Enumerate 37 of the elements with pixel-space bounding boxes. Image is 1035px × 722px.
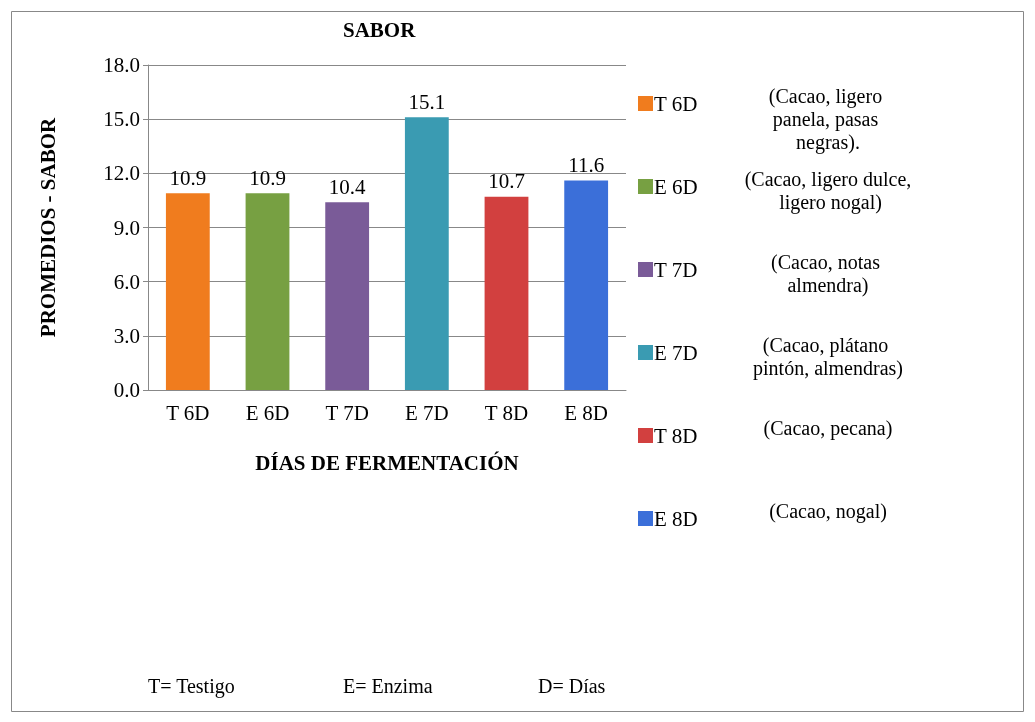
data-label: 11.6 [568, 153, 605, 178]
legend-label: T 6D [654, 91, 698, 116]
legend-label: T 7D [654, 257, 698, 282]
text: E= Enzima [343, 675, 433, 697]
x-tick-label: T 6D [166, 400, 210, 425]
x-tick-label: T 8D [484, 400, 529, 425]
y-tick-label: 12.0 [103, 161, 140, 186]
data-label: 10.9 [169, 165, 207, 190]
legend-label: T 8D [654, 423, 698, 448]
y-tick-label: 15.0 [103, 107, 140, 132]
data-label: 10.9 [249, 165, 286, 190]
text: (Cacao, plátano pintón, almendras) [753, 333, 903, 380]
y-tick-label: 3.0 [113, 323, 140, 348]
legend-label: E 7D [654, 340, 698, 365]
x-axis-title: DÍAS DE FERMENTACIÓN [255, 450, 519, 475]
x-tick-label: E 6D [245, 400, 290, 425]
text: (Cacao, nogal) [769, 499, 887, 523]
x-tick-label: T 7D [325, 400, 369, 425]
data-label: 10.7 [488, 169, 525, 194]
text: (Cacao, pecana) [763, 416, 893, 440]
text: D= Días [538, 675, 606, 697]
y-tick-label: 18.0 [103, 53, 140, 77]
chart-title: SABOR [343, 17, 417, 42]
y-axis-title: PROMEDIOS - SABOR [35, 116, 60, 338]
data-label: 15.1 [408, 89, 446, 114]
x-tick-label: E 8D [564, 400, 609, 425]
text: T= Testigo [148, 675, 235, 698]
y-tick-label: 6.0 [113, 269, 140, 294]
y-tick-label: 0.0 [113, 378, 140, 402]
legend-label: E 6D [654, 174, 698, 199]
text: (Cacao, ligero panela, pasas negras). [768, 84, 888, 154]
data-label: 10.4 [328, 174, 367, 199]
y-tick-label: 9.0 [113, 215, 140, 240]
text: (Cacao, ligero dulce, ligero nogal) [744, 167, 912, 214]
legend-label: E 8D [654, 506, 698, 531]
text: (Cacao, notas almendra) [771, 250, 885, 297]
x-tick-label: E 7D [404, 400, 449, 425]
